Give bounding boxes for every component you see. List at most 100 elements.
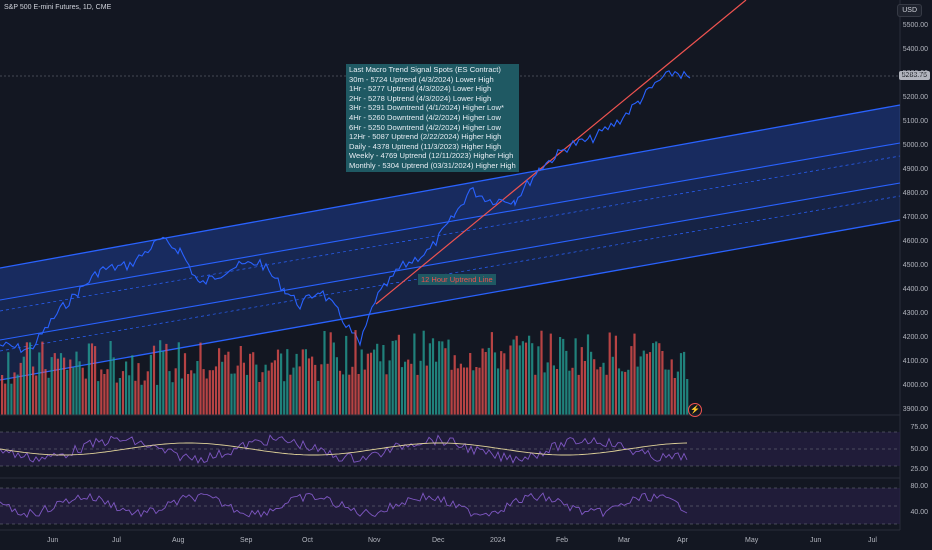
volume-bar <box>373 349 376 415</box>
oscillator1-line <box>0 434 688 464</box>
channel-line <box>0 142 901 301</box>
volume-bar <box>537 346 540 415</box>
volume-bar <box>261 372 264 415</box>
volume-bar <box>397 334 400 415</box>
time-tick-label: Sep <box>240 537 253 544</box>
volume-bar <box>16 374 19 415</box>
volume-bar <box>667 369 670 415</box>
volume-bar <box>416 374 419 415</box>
volume-bar <box>602 362 605 415</box>
volume-bar <box>506 369 509 415</box>
volume-bar <box>171 382 174 415</box>
volume-bar <box>441 341 444 415</box>
volume-bar <box>450 369 453 415</box>
volume-bar <box>608 332 611 415</box>
volume-bar <box>338 370 342 415</box>
oscillator-tick-label: 40.00 <box>910 509 928 516</box>
price-tick-label: 4700.00 <box>902 214 928 221</box>
volume-bar <box>354 330 357 415</box>
volume-bar <box>187 374 190 415</box>
volume-bar <box>524 342 528 415</box>
volume-bar <box>227 351 230 415</box>
volume-bar <box>131 355 134 415</box>
volume-bar <box>59 353 63 415</box>
signal-line: 2Hr - 5278 Uptrend (4/3/2024) Lower High <box>349 93 492 103</box>
volume-bar <box>100 369 103 415</box>
channel-midline <box>0 155 901 312</box>
volume-bar <box>97 381 100 415</box>
volume-bar <box>611 356 614 415</box>
volume-bar <box>534 374 537 415</box>
channel-bottom-line <box>0 219 901 381</box>
volume-bar <box>314 364 317 415</box>
time-tick-label: Jun <box>47 537 59 544</box>
volume-bar <box>230 373 233 415</box>
volume-bar <box>512 339 515 415</box>
signal-line: Daily - 4378 Uptrend (11/3/2023) Higher … <box>349 141 502 151</box>
volume-bar <box>326 363 329 415</box>
volume-bar <box>115 382 118 415</box>
price-tick-label: 4000.00 <box>902 382 928 389</box>
volume-bar <box>357 374 360 415</box>
volume-bar <box>218 348 221 415</box>
volume-bar <box>199 342 202 415</box>
time-tick-label: Aug <box>172 537 185 544</box>
volume-bar <box>63 357 66 415</box>
volume-bar <box>214 366 218 415</box>
volume-bar <box>252 352 255 415</box>
last-price-label: 5283.75 <box>898 71 930 80</box>
volume-bar <box>146 371 149 415</box>
channel-midline <box>0 195 901 352</box>
volume-bar <box>156 384 159 415</box>
volume-bar <box>196 361 199 415</box>
price-tick-label: 5500.00 <box>902 22 928 29</box>
volume-bar <box>540 330 543 415</box>
volume-bar <box>109 341 112 415</box>
volume-bar <box>121 371 125 415</box>
volume-bar <box>487 347 490 415</box>
volume-bar <box>311 356 314 415</box>
volume-bar <box>267 370 270 415</box>
volume-bar <box>617 368 621 415</box>
volume-bar <box>84 378 87 415</box>
price-tick-label: 5200.00 <box>902 94 928 101</box>
volume-bar <box>435 361 438 415</box>
volume-bar <box>298 366 301 415</box>
volume-bar <box>645 353 648 415</box>
uptrend-line <box>375 0 747 305</box>
volume-bar <box>503 353 506 415</box>
signal-table-title: Last Macro Trend Signal Spots (ES Contra… <box>349 65 501 74</box>
price-line <box>0 70 691 354</box>
oscillator-tick-label: 25.00 <box>910 466 928 473</box>
volume-bar <box>493 352 497 415</box>
volume-bar <box>590 351 593 415</box>
oscillator-tick-label: 75.00 <box>910 424 928 431</box>
time-tick-label: Feb <box>556 537 569 544</box>
signal-line: 12Hr - 5087 Uptrend (2/22/2024) Higher H… <box>349 132 502 142</box>
volume-bar <box>404 361 407 415</box>
volume-bar <box>459 363 462 415</box>
volume-bar <box>661 351 664 415</box>
volume-bar <box>683 351 686 415</box>
volume-bar <box>559 337 562 415</box>
volume-bar <box>323 331 326 415</box>
symbol-title[interactable]: S&P 500 E-mini Futures, 1D, CME <box>4 4 112 11</box>
currency-button[interactable]: USD <box>897 4 922 17</box>
volume-bar <box>568 370 571 415</box>
volume-bar <box>137 363 140 415</box>
volume-bar <box>562 338 565 415</box>
volume-bar <box>521 341 524 415</box>
volume-bar <box>648 352 652 415</box>
volume-bar <box>4 383 7 415</box>
volume-bar <box>428 343 431 415</box>
lightning-icon[interactable]: ⚡ <box>688 403 702 417</box>
time-tick-label: Apr <box>677 537 688 544</box>
volume-bar <box>47 377 50 415</box>
price-tick-label: 4400.00 <box>902 286 928 293</box>
volume-bar <box>627 369 630 415</box>
volume-bar <box>639 356 642 415</box>
volume-bar <box>469 353 472 415</box>
volume-bar <box>28 342 32 415</box>
price-tick-label: 4500.00 <box>902 262 928 269</box>
signal-line: Weekly - 4769 Uptrend (12/11/2023) Highe… <box>349 151 514 161</box>
